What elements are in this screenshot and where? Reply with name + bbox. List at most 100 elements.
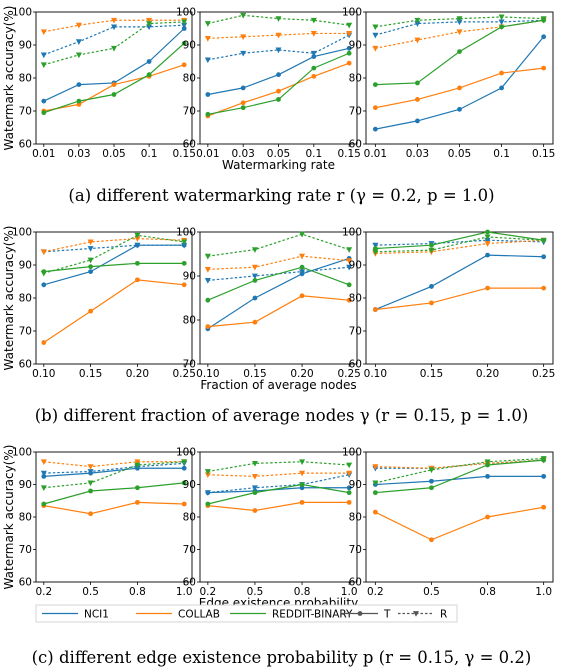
data-point xyxy=(541,473,547,479)
data-point xyxy=(456,16,463,22)
data-point xyxy=(372,82,378,87)
data-point xyxy=(240,85,246,91)
data-point xyxy=(240,100,246,106)
data-point xyxy=(181,282,187,288)
legend-label: NCI1 xyxy=(84,609,109,621)
x-tick-label: 0.25 xyxy=(337,368,360,380)
data-point xyxy=(252,295,258,301)
y-tick-label: 60 xyxy=(349,139,362,151)
data-point xyxy=(346,258,353,264)
data-point xyxy=(299,293,305,299)
data-point xyxy=(372,307,378,312)
y-tick-label: 100 xyxy=(12,7,32,19)
data-point xyxy=(146,21,153,27)
legend-marker xyxy=(357,611,363,616)
series-line-reddit-binary-r xyxy=(207,14,350,26)
data-point xyxy=(111,24,117,31)
data-point xyxy=(346,485,352,491)
y-tick-label: 70 xyxy=(349,544,362,556)
data-point xyxy=(428,467,435,474)
caption-c: (c) different edge existence probability… xyxy=(31,648,532,667)
data-point xyxy=(75,39,82,45)
x-tick-label: 0.01 xyxy=(364,148,387,160)
data-point xyxy=(299,470,306,477)
legend-label: COLLAB xyxy=(178,609,220,621)
data-point xyxy=(499,85,504,91)
data-point xyxy=(181,459,188,466)
data-point xyxy=(299,253,306,260)
y-axis-label: Watermark accuracy(%) xyxy=(2,445,16,590)
chart-panel-c1: 60 70 80 90 100 0.2 0.5 0.8 1.0 Watermark accurac… xyxy=(2,445,193,598)
y-tick-label: 80 xyxy=(19,512,32,524)
plot-frame xyxy=(199,11,358,145)
data-point xyxy=(299,269,306,275)
series-line-nci1-t xyxy=(207,487,350,494)
x-tick-label: 0.01 xyxy=(196,148,219,160)
data-point xyxy=(204,57,211,64)
data-point xyxy=(76,82,82,87)
x-tick-label: 0.5 xyxy=(247,586,264,598)
y-tick-label: 80 xyxy=(183,512,196,524)
data-point xyxy=(498,19,505,26)
y-tick-label: 80 xyxy=(349,512,362,524)
plot-frame xyxy=(199,451,358,583)
series-line-reddit-binary-r xyxy=(207,233,350,257)
legend: NCI1 COLLAB REDDIT-BINARY T R xyxy=(35,604,458,623)
data-point xyxy=(275,16,282,22)
data-point xyxy=(251,247,258,253)
data-point xyxy=(240,50,247,57)
y-tick-label: 80 xyxy=(19,293,32,305)
data-point xyxy=(346,50,352,56)
data-point xyxy=(457,49,462,54)
x-tick-label: 0.2 xyxy=(35,586,52,598)
data-point xyxy=(310,50,317,57)
data-point xyxy=(414,37,421,44)
data-point xyxy=(457,106,462,112)
y-tick-label: 100 xyxy=(342,227,362,239)
x-tick-label: 0.10 xyxy=(196,368,219,380)
data-point xyxy=(346,31,353,37)
series-line-nci1-r xyxy=(43,24,185,56)
y-tick-label: 100 xyxy=(342,447,362,459)
data-point xyxy=(134,236,141,242)
x-tick-label: 0.5 xyxy=(423,586,440,598)
data-point xyxy=(311,65,317,71)
data-point xyxy=(40,249,47,256)
data-point xyxy=(146,59,152,64)
y-tick-label: 60 xyxy=(19,359,32,371)
data-point xyxy=(76,98,82,104)
data-point xyxy=(372,490,378,496)
data-point xyxy=(541,285,547,291)
data-point xyxy=(205,501,211,507)
data-point xyxy=(251,273,258,280)
data-point xyxy=(310,31,317,37)
data-point xyxy=(346,490,352,496)
y-tick-label: 90 xyxy=(349,260,362,272)
x-tick-label: 0.15 xyxy=(420,368,443,380)
data-point xyxy=(146,72,152,78)
y-tick-label: 60 xyxy=(183,139,196,151)
data-point xyxy=(372,105,378,111)
data-point xyxy=(41,501,47,507)
data-point xyxy=(372,24,379,31)
data-point xyxy=(251,460,258,467)
data-point xyxy=(204,267,211,273)
y-tick-label: 100 xyxy=(12,227,32,239)
data-point xyxy=(181,22,188,29)
data-point xyxy=(111,45,117,52)
legend-label: T xyxy=(383,609,391,621)
data-point xyxy=(251,485,258,492)
data-point xyxy=(252,508,258,513)
data-point xyxy=(540,16,547,22)
plot-frame xyxy=(365,451,554,583)
data-point xyxy=(205,297,211,303)
data-point xyxy=(181,501,187,507)
data-point xyxy=(275,32,282,39)
data-point xyxy=(276,72,281,78)
x-tick-label: 0.2 xyxy=(199,586,216,598)
data-point xyxy=(41,110,47,116)
data-point xyxy=(311,73,317,79)
data-point xyxy=(204,278,211,284)
